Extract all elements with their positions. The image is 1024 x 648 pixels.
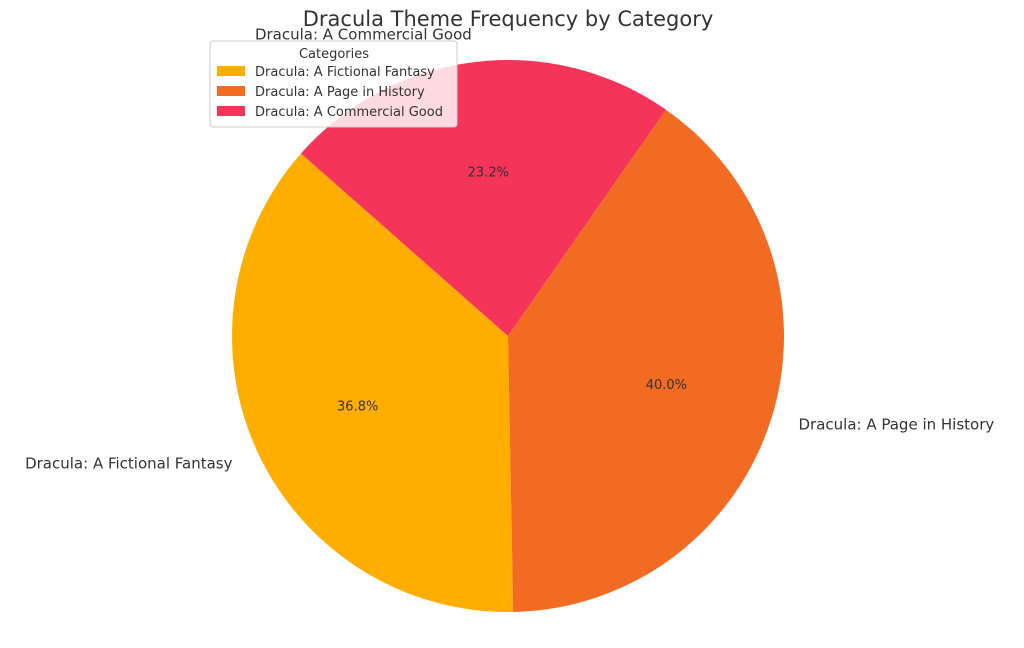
legend-box bbox=[209, 40, 458, 128]
pie-slice bbox=[508, 109, 785, 612]
percent-label: 36.8% bbox=[337, 400, 378, 415]
pie-slice bbox=[300, 59, 666, 337]
legend-swatch bbox=[217, 66, 245, 76]
pie-slices bbox=[232, 59, 785, 612]
percent-label: 40.0% bbox=[646, 378, 687, 393]
slice-labels: Dracula: A Fictional Fantasy Dracula: A P… bbox=[25, 26, 994, 473]
slice-label: Dracula: A Commercial Good bbox=[255, 26, 472, 44]
legend-label: Dracula: A Page in History bbox=[255, 85, 425, 100]
chart-title: Dracula Theme Frequency by Category bbox=[303, 7, 714, 31]
pie-slice bbox=[232, 153, 514, 612]
legend-title: Categories bbox=[299, 47, 369, 62]
legend-label: Dracula: A Commercial Good bbox=[255, 105, 443, 120]
slice-label: Dracula: A Fictional Fantasy bbox=[25, 455, 233, 473]
slice-label: Dracula: A Page in History bbox=[799, 415, 995, 433]
percent-label: 23.2% bbox=[468, 166, 509, 181]
legend: Categories Dracula: A Fictional FantasyD… bbox=[209, 40, 458, 128]
legend-label: Dracula: A Fictional Fantasy bbox=[255, 65, 435, 80]
percent-labels: 36.8% 40.0% 23.2% bbox=[337, 166, 687, 415]
legend-items: Dracula: A Fictional Fantasy Dracula: A P… bbox=[217, 65, 443, 120]
legend-swatch bbox=[217, 106, 245, 116]
legend-swatch bbox=[217, 86, 245, 96]
